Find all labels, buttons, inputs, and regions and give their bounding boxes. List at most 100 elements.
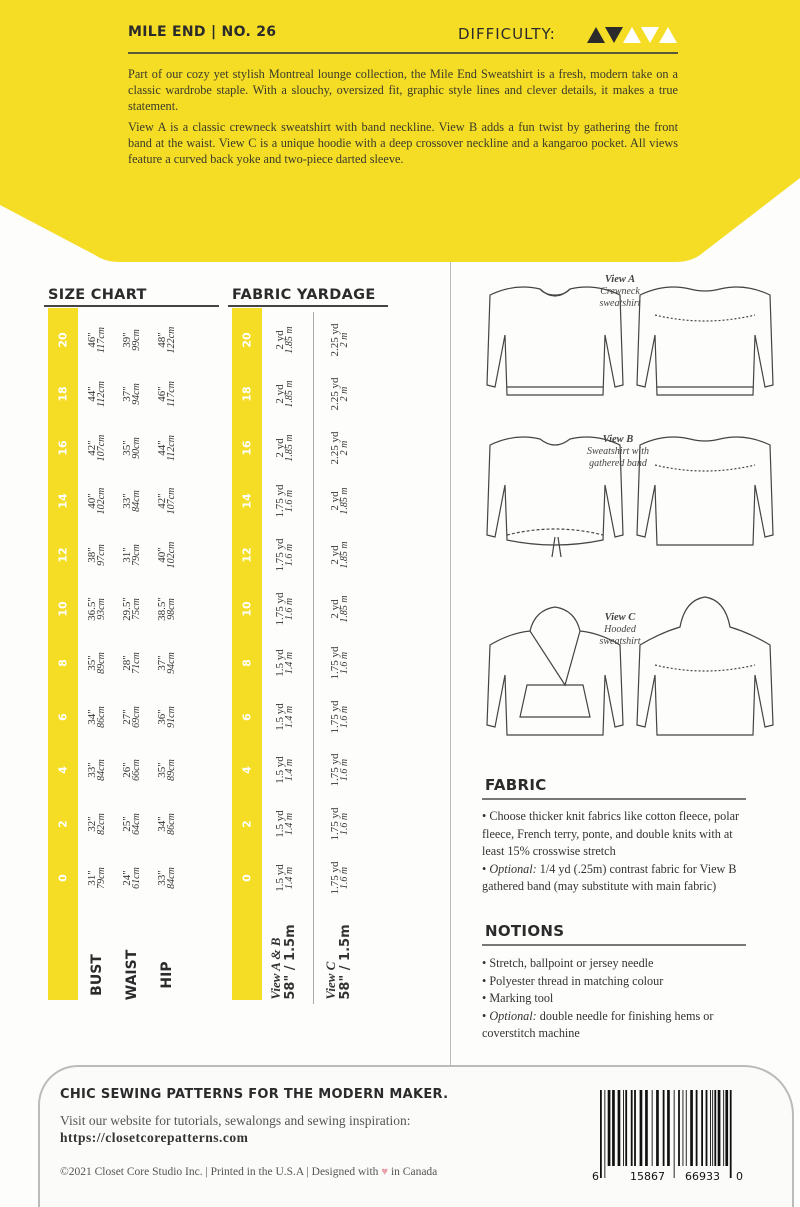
size-chart-cell: 28" 71cm [121,652,142,674]
barcode-bar [673,1090,675,1178]
intro-paragraph-1: Part of our cozy yet stylish Montreal lo… [128,67,678,113]
barcode-bar [690,1090,693,1166]
header-yellow-background [0,0,800,262]
barcode-bar [717,1090,721,1166]
measurement-cm: 117cm [96,327,107,353]
measurement-cm: 102cm [96,488,107,515]
view-c-name: View C [604,612,636,623]
size-chart-cell: 33" 84cm [86,760,107,782]
size-chart-cell: 36" 91cm [156,706,177,728]
barcode-digits: 15867 [630,1170,665,1183]
size-chart-cell: 38" 97cm [86,544,107,566]
barcode-bar [695,1090,698,1166]
size-label: 16 [56,439,70,456]
size-label: 18 [240,386,254,402]
barcode-bar [634,1090,636,1166]
size-label: 4 [56,766,70,775]
yardage-meters: 1.4 m [284,759,295,782]
difficulty-triangle [587,27,605,43]
column-divider [450,262,451,1065]
size-chart-cell: 42" 107cm [156,488,177,515]
yardage-cell: 2.25 yd 2 m [329,377,350,410]
measurement-cm: 75cm [131,598,142,620]
row-label-bust: BUST [89,954,105,996]
yardage-meters: 1.85 m [339,487,350,516]
yardage-view-divider [313,312,314,1004]
size-label: 10 [240,601,254,617]
yardage-cell: 1.5 yd 1.4 m [274,864,295,892]
size-chart-cell: 31" 79cm [121,544,142,567]
difficulty-triangle [659,27,677,43]
fabric-list: Choose thicker knit fabrics like cotton … [482,808,750,896]
barcode-bar [645,1090,648,1166]
intro-paragraph-2: View A is a classic crewneck sweatshirt … [128,120,678,166]
size-chart-cell: 44" 112cm [86,380,107,407]
notions-list-item: Optional: double needle for finishing he… [482,1008,750,1043]
size-chart-heading: SIZE CHART [48,287,147,303]
yardage-meters: 1.6 m [339,705,350,728]
difficulty-triangle [641,27,659,43]
barcode-bar [682,1090,684,1166]
yardage-meters: 1.85 m [284,326,295,354]
size-label: 2 [240,820,254,829]
list-item-text: 1/4 yd (.25m) contrast fabric for View B… [482,861,737,894]
measurement-cm: 102cm [166,541,177,569]
fabric-list-item: Optional: 1/4 yd (.25m) contrast fabric … [482,861,750,896]
yardage-cell: 2.25 yd 2 m [329,431,350,464]
barcode-bar [639,1090,643,1166]
barcode-bar [651,1090,653,1166]
yardage-cell: 2 yd 1.85 m [329,542,350,569]
barcode-bar [701,1090,703,1166]
yardage-view-label: View A & B 58" / 1.5m [268,924,298,999]
measurement-cm: 79cm [131,544,142,567]
view-name: View C [323,961,338,1000]
size-label: 10 [56,601,70,617]
size-chart-cell: 37" 94cm [121,383,142,405]
yardage-cell: 1.75 yd 1.6 m [329,646,350,679]
notions-rule [482,944,746,946]
optional-prefix: Optional: [489,861,537,876]
optional-prefix: Optional: [489,1008,537,1023]
intro-text: Part of our cozy yet stylish Montreal lo… [128,66,678,172]
barcode-bar [712,1090,714,1166]
yardage-cell: 2 yd 1.85 m [274,380,295,408]
yardage-cell: 2 yd 1.85 m [274,326,295,354]
size-chart-cell: 34" 86cm [86,705,107,728]
view-b-front-illustration [486,436,624,558]
yardage-meters: 1.6 m [284,544,295,567]
fabric-heading: FABRIC [485,776,547,794]
size-chart-cell: 40" 102cm [86,488,107,515]
yardage-meters: 2 m [339,386,350,402]
yardage-cell: 1.75 yd 1.6 m [274,485,295,518]
measurement-cm: 94cm [166,651,177,674]
measurement-cm: 107cm [166,488,177,515]
yardage-cell: 1.75 yd 1.6 m [329,700,350,733]
barcode-digits: 6 [592,1170,599,1183]
yardage-meters: 1.4 m [284,866,295,890]
measurement-cm: 86cm [96,705,107,728]
yardage-meters: 1.85 m [284,380,295,408]
yardage-cell: 1.5 yd 1.4 m [274,703,295,731]
barcode-bar [617,1090,621,1166]
yardage-cell: 1.75 yd 1.6 m [329,754,350,787]
size-label: 8 [240,658,254,667]
size-label: 8 [56,658,70,667]
size-chart-rule [44,305,219,307]
copyright-country: in Canada [390,1166,438,1178]
footer-website-link[interactable]: https://closetcorepatterns.com [60,1130,249,1145]
barcode-bar [725,1090,729,1166]
size-label: 16 [240,439,254,456]
yardage-cell: 1.5 yd 1.4 m [274,757,295,785]
size-chart-cell: 27" 69cm [121,705,142,728]
view-b-back-illustration [636,436,774,546]
view-b-label: View B Sweatshirt with gathered band [578,434,658,470]
measurement-cm: 112cm [96,380,107,407]
barcode-bar [714,1090,717,1166]
yardage-cell: 2 yd 1.85 m [329,487,350,516]
barcode-bar [667,1090,670,1166]
measurement-cm: 69cm [131,705,142,728]
footer-visit-text: Visit our website for tutorials, sewalon… [60,1113,411,1128]
measurement-cm: 112cm [166,434,177,461]
footer-tagline: CHIC SEWING PATTERNS FOR THE MODERN MAKE… [60,1087,449,1102]
size-chart-cell: 42" 107cm [86,434,107,461]
